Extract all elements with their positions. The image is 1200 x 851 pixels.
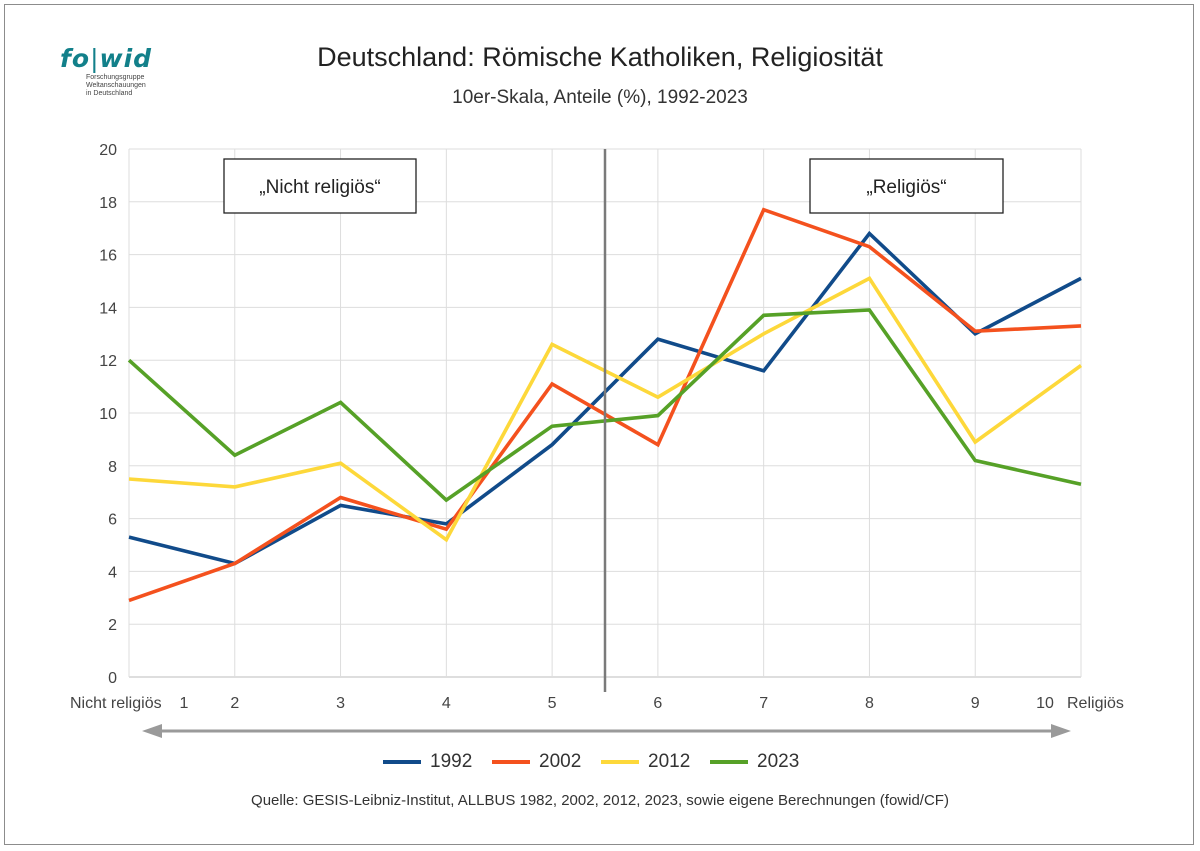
x-tick-label: 8 [865,695,874,712]
legend-item-2002: 2002 [492,747,581,777]
y-tick-label: 8 [108,459,117,476]
x-tick-label: 4 [442,695,451,712]
legend-label: 2012 [648,751,691,772]
scale-arrow-left-head [142,724,162,738]
annotation-religioes-box [809,158,1004,214]
legend-label: 2023 [757,751,800,772]
y-tick-label: 0 [108,670,117,687]
legend-item-2012: 2012 [601,747,690,777]
annotation-nicht-religioes-text: „Nicht religiös“ [259,177,380,198]
legend-swatch [601,760,639,764]
y-tick-label: 12 [99,353,117,370]
y-tick-label: 10 [99,406,117,423]
annotation-religioes-text: „Religiös“ [866,177,946,198]
x-tick-label: 7 [759,695,768,712]
logo-tagline-1: Forschungsgruppe [86,74,145,81]
scale-arrow-right-head [1051,724,1071,738]
logo-wid: wid [99,44,153,73]
x-end-label-right: Religiös [1067,695,1124,712]
legend-label: 1992 [430,751,473,772]
legend-swatch [710,760,748,764]
legend-swatch [383,760,421,764]
x-tick-label: 2 [230,695,239,712]
source-note: Quelle: GESIS-Leibniz-Institut, ALLBUS 1… [251,792,949,809]
x-end-label-left: Nicht religiös [70,695,162,712]
x-tick-label: 1 [180,695,189,712]
y-tick-label: 6 [108,512,117,529]
y-tick-label: 4 [108,564,117,581]
logo-tagline: Forschungsgruppe Weltanschauungen in Deu… [86,74,186,98]
annotation-nicht-religioes-box [223,158,417,214]
x-tick-label: 5 [548,695,557,712]
x-tick-label: 3 [336,695,345,712]
legend-item-2023: 2023 [710,747,799,777]
y-tick-label: 16 [99,248,117,265]
logo-fo: fo [60,44,91,73]
logo-tagline-3: in Deutschland [86,90,133,97]
legend-swatch [492,760,530,764]
x-tick-label: 9 [971,695,980,712]
logo-wordmark: fo|wid [60,44,152,73]
chart-title: Deutschland: Römische Katholiken, Religi… [317,42,883,72]
y-tick-label: 2 [108,617,117,634]
x-tick-label: 10 [1036,695,1054,712]
legend-item-1992: 1992 [383,747,472,777]
y-tick-label: 20 [99,142,117,159]
chart-subtitle: 10er-Skala, Anteile (%), 1992-2023 [452,87,748,108]
y-tick-label: 18 [99,195,117,212]
logo-tagline-2: Weltanschauungen [86,82,146,89]
chart-legend: 1992 2002 2012 2023 [0,747,1200,777]
fowid-logo: fo|wid Forschungsgruppe Weltanschauungen… [60,44,180,104]
y-tick-label: 14 [99,300,117,317]
x-tick-label: 6 [653,695,662,712]
legend-label: 2002 [539,751,582,772]
logo-separator: | [90,44,100,73]
